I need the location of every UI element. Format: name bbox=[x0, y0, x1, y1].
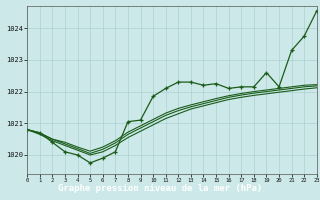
Text: Graphe pression niveau de la mer (hPa): Graphe pression niveau de la mer (hPa) bbox=[58, 184, 262, 193]
